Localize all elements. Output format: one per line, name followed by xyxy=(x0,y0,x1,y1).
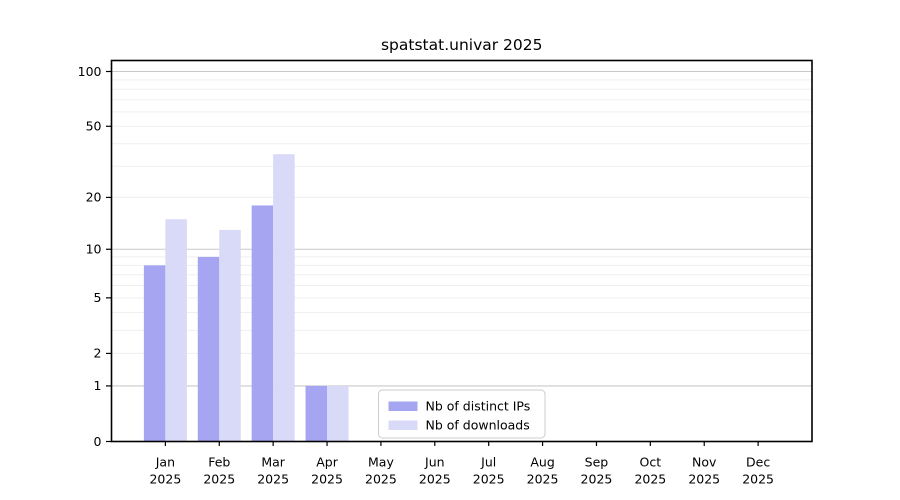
x-tick-label-sep: Sep xyxy=(585,455,609,470)
x-tick-year-aug: 2025 xyxy=(527,472,559,487)
x-tick-label-apr: Apr xyxy=(316,455,338,470)
x-tick-label-feb: Feb xyxy=(208,455,230,470)
bar-distinct-ips-apr xyxy=(305,385,328,442)
x-tick-year-jul: 2025 xyxy=(473,472,505,487)
x-tick-year-feb: 2025 xyxy=(203,472,235,487)
x-tick-year-sep: 2025 xyxy=(581,472,613,487)
plot-frame xyxy=(110,59,813,443)
legend-box xyxy=(378,389,546,439)
y-tick-label-10: 10 xyxy=(86,242,102,257)
x-tick-year-may: 2025 xyxy=(365,472,397,487)
x-tick-label-nov: Nov xyxy=(692,455,717,470)
chart-title: spatstat.univar 2025 xyxy=(381,36,543,54)
x-tick-year-mar: 2025 xyxy=(257,472,289,487)
x-tick-year-dec: 2025 xyxy=(742,472,774,487)
x-tick-label-jul: Jul xyxy=(480,455,496,470)
legend-swatch-distinct-ips xyxy=(388,401,418,411)
x-tick-year-apr: 2025 xyxy=(311,472,343,487)
legend-label-downloads: Nb of downloads xyxy=(426,418,530,433)
x-tick-year-nov: 2025 xyxy=(688,472,720,487)
y-tick-label-100: 100 xyxy=(78,64,102,79)
x-tick-label-oct: Oct xyxy=(640,455,662,470)
x-tick-label-mar: Mar xyxy=(261,455,285,470)
bar-distinct-ips-jan xyxy=(143,265,166,442)
bar-distinct-ips-mar xyxy=(251,205,274,442)
y-tick-label-20: 20 xyxy=(86,190,102,205)
y-tick-label-5: 5 xyxy=(94,290,102,305)
legend: Nb of distinct IPs Nb of downloads xyxy=(378,389,546,439)
legend-swatch-downloads xyxy=(388,420,418,430)
x-tick-label-jun: Jun xyxy=(424,455,445,470)
bar-downloads-mar xyxy=(273,154,295,442)
bar-distinct-ips-feb xyxy=(197,256,220,442)
y-tick-label-1: 1 xyxy=(94,378,102,393)
bar-downloads-apr xyxy=(327,385,349,442)
x-tick-label-jan: Jan xyxy=(155,455,175,470)
x-tick-label-aug: Aug xyxy=(530,455,554,470)
x-tick-label-dec: Dec xyxy=(746,455,770,470)
x-tick-year-oct: 2025 xyxy=(634,472,666,487)
bar-downloads-jan xyxy=(165,219,187,442)
x-tick-year-jun: 2025 xyxy=(419,472,451,487)
legend-label-distinct-ips: Nb of distinct IPs xyxy=(426,399,531,414)
bar-downloads-feb xyxy=(219,229,241,442)
y-tick-label-2: 2 xyxy=(94,346,102,361)
x-tick-label-may: May xyxy=(368,455,394,470)
y-tick-label-0: 0 xyxy=(94,434,102,449)
y-tick-label-50: 50 xyxy=(86,119,102,134)
x-tick-year-jan: 2025 xyxy=(149,472,181,487)
